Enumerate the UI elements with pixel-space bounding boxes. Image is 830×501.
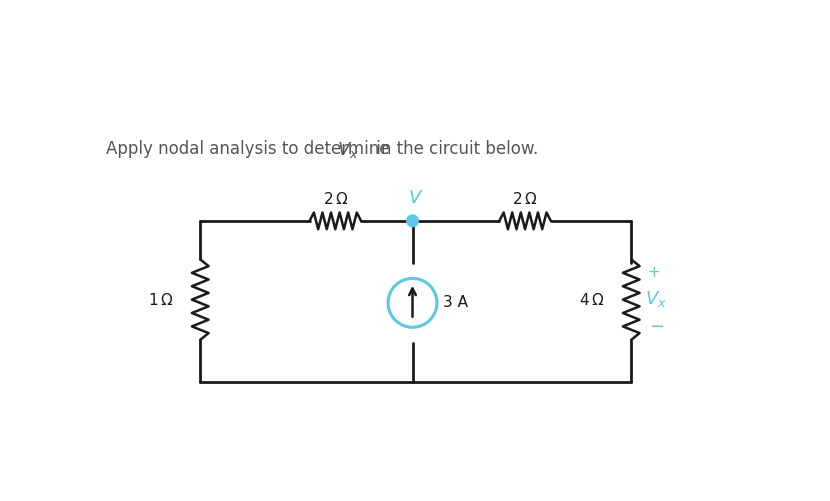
Text: 3 A: 3 A bbox=[443, 295, 468, 310]
Circle shape bbox=[407, 215, 418, 226]
Text: $V_x$: $V_x$ bbox=[337, 140, 359, 160]
Text: in the circuit below.: in the circuit below. bbox=[371, 140, 538, 158]
Text: $4\,\Omega$: $4\,\Omega$ bbox=[579, 292, 604, 308]
Text: $V_x$: $V_x$ bbox=[646, 289, 667, 309]
Text: −: − bbox=[649, 318, 664, 336]
Text: Apply nodal analysis to determine: Apply nodal analysis to determine bbox=[106, 140, 395, 158]
Text: $2\,\Omega$: $2\,\Omega$ bbox=[512, 191, 538, 207]
Text: $2\,\Omega$: $2\,\Omega$ bbox=[323, 191, 348, 207]
Text: $V$: $V$ bbox=[408, 189, 423, 207]
Text: +: + bbox=[647, 265, 660, 280]
Text: $1\,\Omega$: $1\,\Omega$ bbox=[148, 292, 173, 308]
